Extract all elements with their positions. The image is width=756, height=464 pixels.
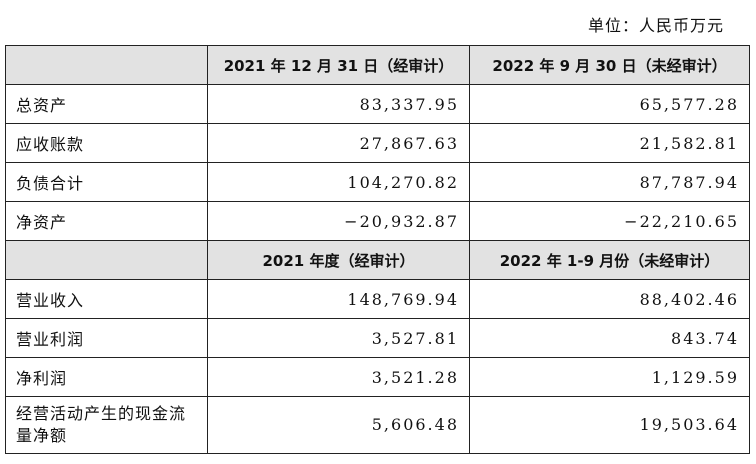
header-cell-2021-annual: 2021 年度（经审计） xyxy=(207,240,470,280)
value-cell: 3,521.28 xyxy=(207,357,470,397)
header-row-income: 2021 年度（经审计） 2022 年 1-9 月份（未经审计） xyxy=(5,240,750,280)
financial-table: 2021 年 12 月 31 日（经审计） 2022 年 9 月 30 日（未经… xyxy=(5,45,750,454)
table-row: 营业收入 148,769.94 88,402.46 xyxy=(5,279,750,319)
value-cell: 27,867.63 xyxy=(207,123,470,163)
value-cell: 843.74 xyxy=(469,318,750,358)
value-cell: −22,210.65 xyxy=(469,201,750,241)
header-cell-2022-09-30: 2022 年 9 月 30 日（未经审计） xyxy=(469,45,750,85)
value-cell: 104,270.82 xyxy=(207,162,470,202)
value-cell: 3,527.81 xyxy=(207,318,470,358)
unit-label: 单位：人民币万元 xyxy=(587,16,724,35)
header-cell-blank xyxy=(5,45,208,85)
value-cell: 65,577.28 xyxy=(469,84,750,124)
value-cell: 19,503.64 xyxy=(469,396,750,454)
value-cell: 21,582.81 xyxy=(469,123,750,163)
row-label-net-profit: 净利润 xyxy=(5,357,208,397)
header-cell-2022-jan-sep: 2022 年 1-9 月份（未经审计） xyxy=(469,240,750,280)
row-label-total-assets: 总资产 xyxy=(5,84,208,124)
row-label-revenue: 营业收入 xyxy=(5,279,208,319)
table-row: 营业利润 3,527.81 843.74 xyxy=(5,318,750,358)
value-cell: 1,129.59 xyxy=(469,357,750,397)
table-row: 总资产 83,337.95 65,577.28 xyxy=(5,84,750,124)
value-cell: −20,932.87 xyxy=(207,201,470,241)
value-cell: 83,337.95 xyxy=(207,84,470,124)
row-label-total-liabilities: 负债合计 xyxy=(5,162,208,202)
value-cell: 148,769.94 xyxy=(207,279,470,319)
row-label-net-assets: 净资产 xyxy=(5,201,208,241)
row-label-operating-profit: 营业利润 xyxy=(5,318,208,358)
table-row: 应收账款 27,867.63 21,582.81 xyxy=(5,123,750,163)
header-cell-blank xyxy=(5,240,208,280)
table-row: 经营活动产生的现金流量净额 5,606.48 19,503.64 xyxy=(5,396,750,454)
table-row: 净利润 3,521.28 1,129.59 xyxy=(5,357,750,397)
table-row: 净资产 −20,932.87 −22,210.65 xyxy=(5,201,750,241)
value-cell: 88,402.46 xyxy=(469,279,750,319)
value-cell: 5,606.48 xyxy=(207,396,470,454)
row-label-operating-cash-flow: 经营活动产生的现金流量净额 xyxy=(5,396,208,454)
table-row: 负债合计 104,270.82 87,787.94 xyxy=(5,162,750,202)
header-row-balance: 2021 年 12 月 31 日（经审计） 2022 年 9 月 30 日（未经… xyxy=(5,45,750,85)
header-cell-2021-12-31: 2021 年 12 月 31 日（经审计） xyxy=(207,45,470,85)
row-label-accounts-receivable: 应收账款 xyxy=(5,123,208,163)
value-cell: 87,787.94 xyxy=(469,162,750,202)
